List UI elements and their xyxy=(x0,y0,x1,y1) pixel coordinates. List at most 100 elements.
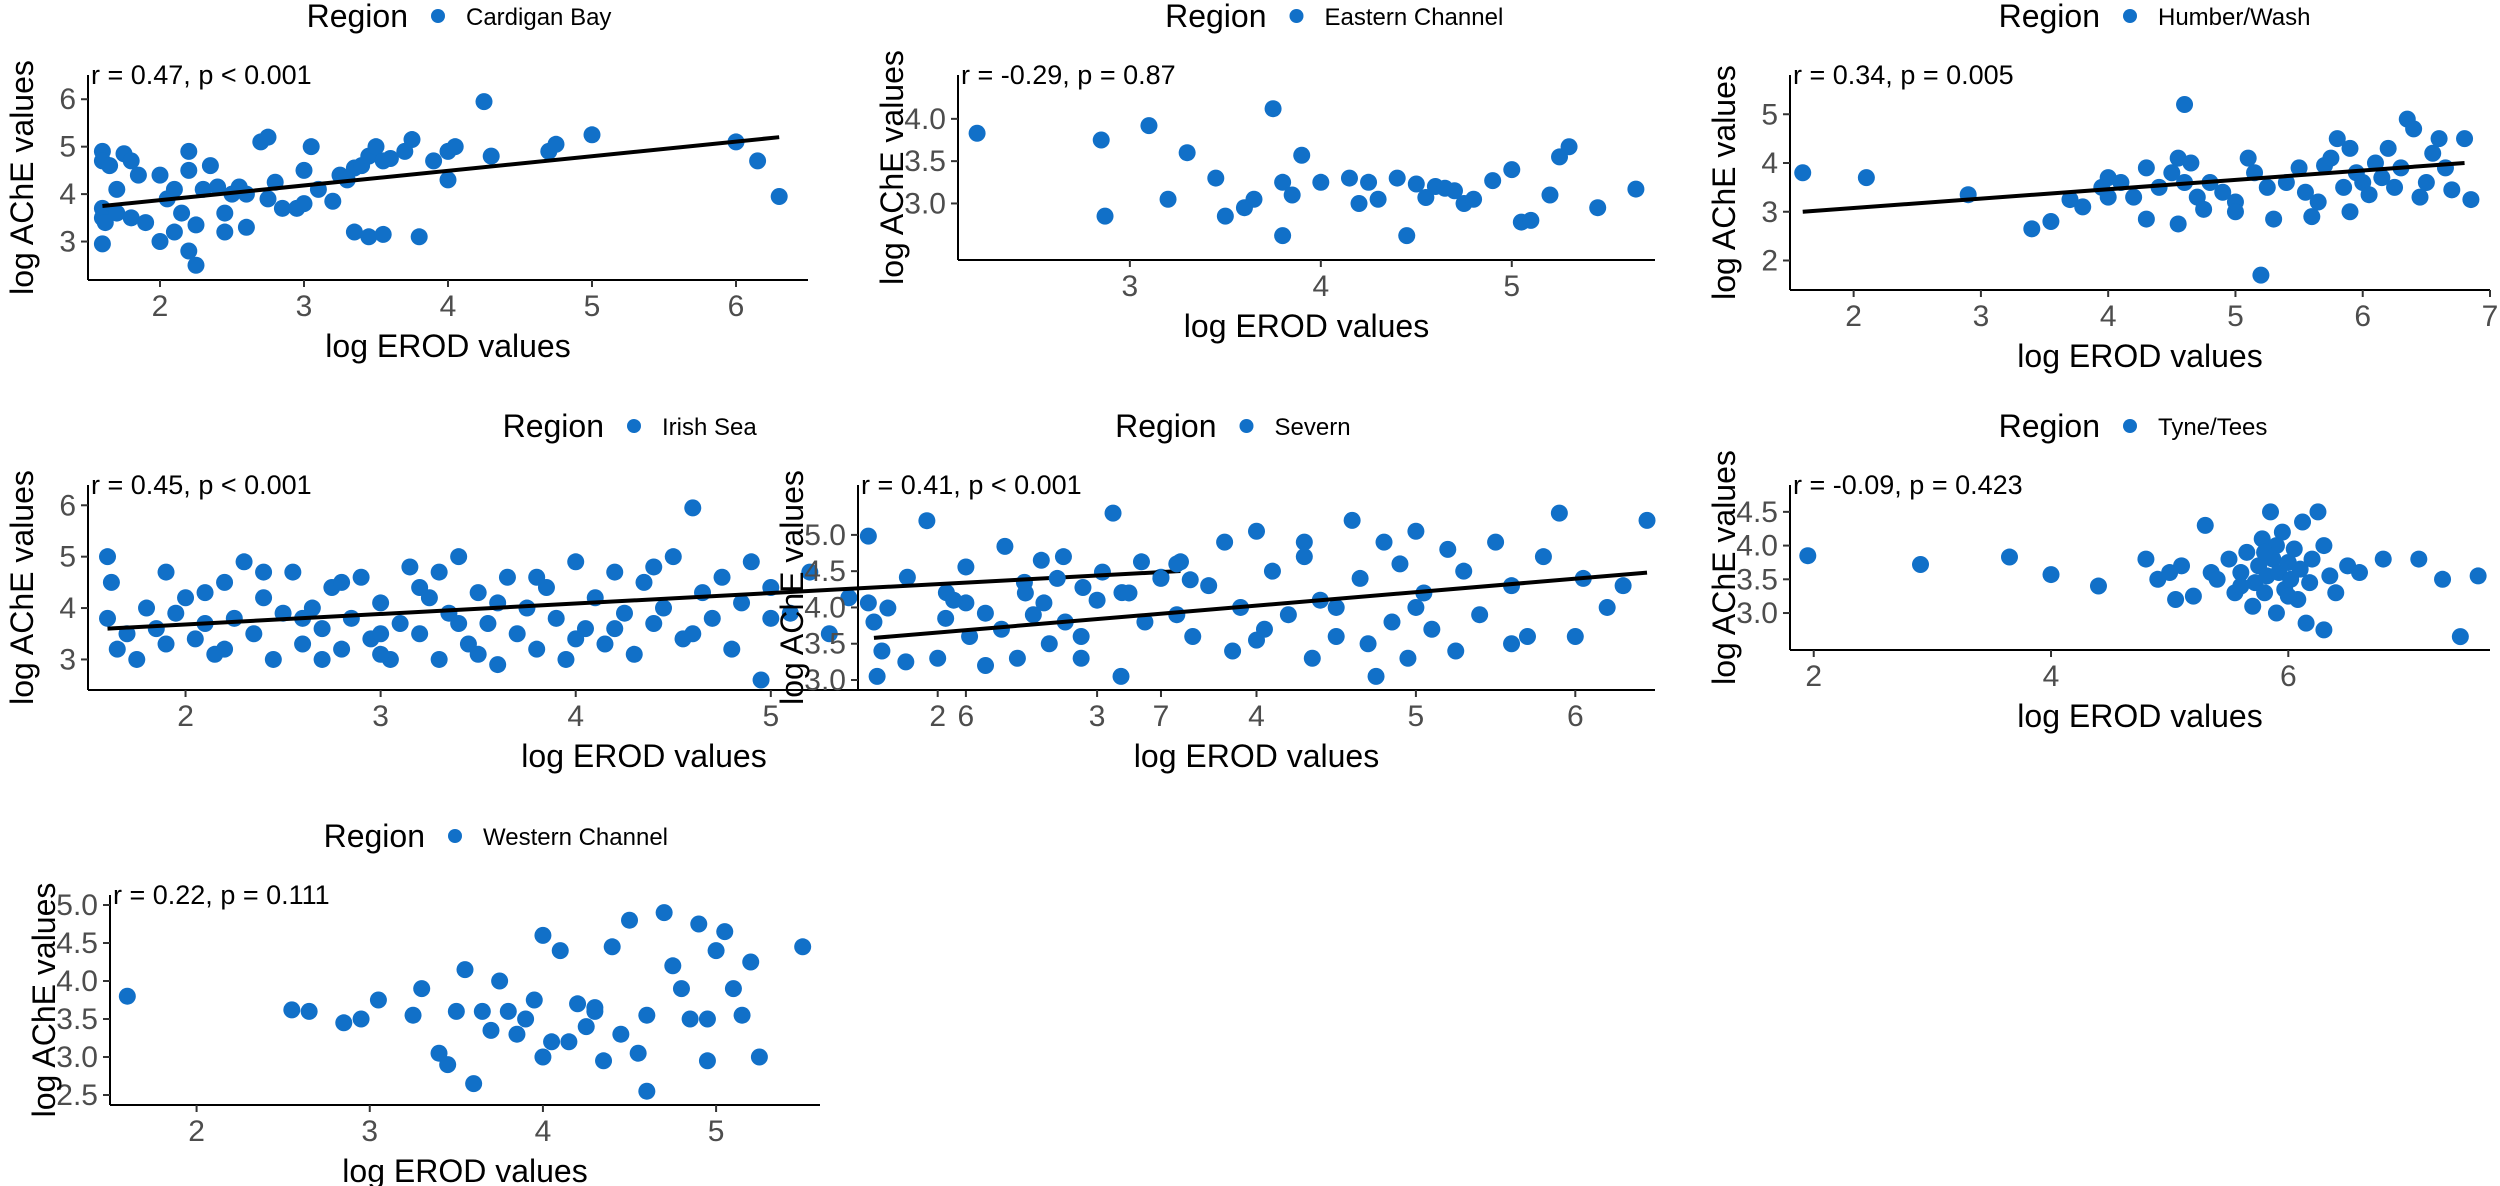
data-point xyxy=(1550,504,1568,522)
data-point xyxy=(1092,131,1110,149)
data-point xyxy=(122,152,140,170)
data-point xyxy=(508,1025,526,1043)
data-point xyxy=(645,614,663,632)
data-point xyxy=(534,1048,552,1066)
data-point xyxy=(1200,577,1218,595)
data-point xyxy=(96,214,114,232)
data-point xyxy=(733,1006,751,1024)
data-point xyxy=(2328,130,2346,148)
y-tick-label: 4 xyxy=(59,592,76,625)
legend-key-point xyxy=(1289,9,1304,23)
data-point xyxy=(2430,130,2448,148)
data-point xyxy=(1541,186,1559,204)
data-point xyxy=(410,228,428,246)
data-point xyxy=(2301,574,2319,592)
data-point xyxy=(1295,533,1313,551)
data-point xyxy=(567,630,585,648)
data-point xyxy=(2462,191,2480,209)
data-point xyxy=(225,609,243,627)
data-point xyxy=(283,1001,301,1019)
data-point xyxy=(1088,591,1106,609)
data-point xyxy=(1295,548,1313,566)
data-point xyxy=(977,656,995,674)
legend-label: Eastern Channel xyxy=(1325,4,1504,31)
data-point xyxy=(645,558,663,576)
data-point xyxy=(528,640,546,658)
data-point xyxy=(2214,183,2232,201)
data-point xyxy=(595,1052,613,1070)
y-tick-label: 5 xyxy=(59,131,76,164)
y-axis-title: log AChE values xyxy=(26,883,62,1118)
x-tick-label: 3 xyxy=(1973,300,1990,333)
data-point xyxy=(1312,173,1330,191)
legend-key-point xyxy=(448,829,462,843)
data-point xyxy=(2434,570,2452,588)
data-point xyxy=(2000,548,2018,566)
x-axis-title: log EROD values xyxy=(2017,698,2262,734)
y-tick-label: 2.5 xyxy=(56,1079,98,1112)
y-tick-label: 3.0 xyxy=(804,664,846,697)
data-point xyxy=(1303,649,1321,667)
data-point xyxy=(1350,194,1368,212)
data-point xyxy=(137,214,155,232)
data-point xyxy=(713,568,731,586)
data-point xyxy=(475,93,493,111)
y-tick-label: 4.5 xyxy=(804,555,846,588)
data-point xyxy=(1048,569,1066,587)
data-point xyxy=(2267,604,2285,622)
data-point xyxy=(2256,584,2274,602)
data-point xyxy=(664,957,682,975)
data-point xyxy=(2042,213,2060,230)
data-point xyxy=(313,620,331,638)
data-point xyxy=(2232,564,2250,582)
data-point xyxy=(273,199,291,217)
y-axis-title: log AChE values xyxy=(1706,65,1742,300)
data-point xyxy=(196,584,214,602)
data-point xyxy=(1104,504,1122,522)
y-tick-label: 5.0 xyxy=(56,889,98,922)
data-point xyxy=(1248,522,1265,540)
panel-2: Region Eastern Channel 3.0 3.5 4.0 3 4 5 log ERO… xyxy=(874,0,1655,344)
data-point xyxy=(1627,180,1645,198)
x-axis-title: log EROD values xyxy=(2017,338,2262,374)
data-point xyxy=(335,1014,353,1032)
x-tick-label: 4 xyxy=(2043,660,2060,693)
data-point xyxy=(2238,543,2256,561)
data-point xyxy=(2173,557,2191,575)
data-point xyxy=(1283,186,1301,204)
data-point xyxy=(2137,550,2155,568)
y-tick-label: 5 xyxy=(1761,98,1778,131)
data-point xyxy=(1040,635,1058,653)
data-point xyxy=(2469,567,2487,585)
correlation-annotation: r = -0.29, p = 0.87 xyxy=(961,60,1176,90)
x-tick-label: 6 xyxy=(728,290,745,323)
panel-7: Region Western Channel 2.5 3.0 3.5 4.0 4.5 5.0 2… xyxy=(26,818,820,1186)
data-point xyxy=(723,640,741,658)
data-point xyxy=(295,195,313,213)
data-point xyxy=(264,650,282,668)
data-point xyxy=(2137,159,2155,177)
correlation-annotation: r = 0.45, p < 0.001 xyxy=(91,470,312,500)
data-point xyxy=(352,568,370,586)
data-point xyxy=(187,256,205,274)
data-point xyxy=(1008,649,1026,667)
legend-key-point xyxy=(1239,419,1254,433)
correlation-annotation: r = 0.41, p < 0.001 xyxy=(861,470,1082,500)
data-point xyxy=(2296,183,2314,201)
x-tick-label: 5 xyxy=(1408,700,1425,733)
x-tick-label: 3 xyxy=(1122,270,1139,303)
data-point xyxy=(2265,210,2283,228)
y-axis-title: log AChE values xyxy=(4,470,40,705)
data-point xyxy=(770,187,788,205)
data-point xyxy=(465,1075,483,1093)
data-point xyxy=(342,609,360,627)
data-point xyxy=(2279,587,2297,605)
data-point xyxy=(859,527,877,545)
y-tick-label: 3.0 xyxy=(56,1041,98,1074)
data-point xyxy=(216,573,234,591)
regression-line xyxy=(102,135,780,208)
data-point xyxy=(2297,614,2315,632)
data-point xyxy=(147,620,165,638)
data-point xyxy=(724,980,742,998)
data-point xyxy=(367,138,385,156)
